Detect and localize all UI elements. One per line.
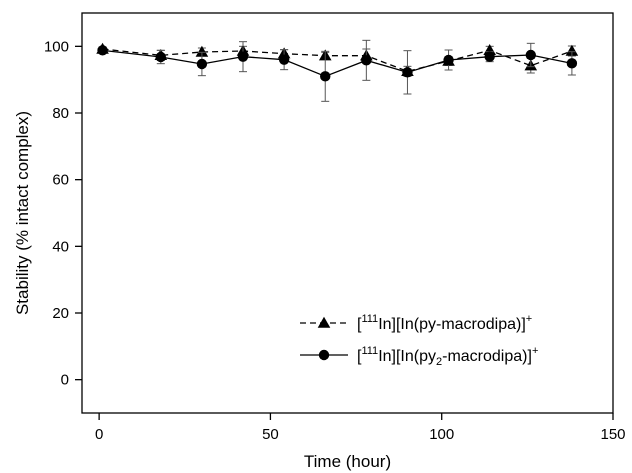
data-point bbox=[97, 45, 108, 56]
data-point bbox=[443, 54, 454, 66]
y-axis-title: Stability (% intact complex) bbox=[13, 111, 32, 315]
data-point bbox=[155, 51, 166, 63]
series-2 bbox=[97, 39, 578, 102]
plot-area bbox=[81, 12, 614, 414]
data-point bbox=[484, 51, 495, 62]
y-tick-label: 60 bbox=[52, 172, 69, 189]
axes: 0 50 100 150 0 20 40 60 80 100 bbox=[44, 38, 626, 443]
data-point bbox=[565, 44, 579, 56]
data-point bbox=[278, 54, 290, 65]
legend-marker bbox=[318, 349, 330, 361]
data-point bbox=[566, 58, 578, 69]
data-point bbox=[196, 58, 208, 70]
x-tick-label: 0 bbox=[95, 426, 103, 443]
legend-marker bbox=[317, 316, 331, 328]
data-point bbox=[483, 44, 496, 56]
y-tick-label: 20 bbox=[52, 305, 69, 322]
y-tick-label: 0 bbox=[61, 372, 69, 389]
data-point bbox=[195, 45, 209, 57]
data-point bbox=[402, 67, 413, 78]
x-tick-label: 100 bbox=[429, 426, 454, 443]
legend-label: [111In][In(py-macrodipa)]+ bbox=[357, 313, 532, 333]
plot-frame bbox=[81, 12, 614, 414]
legend-entry-2: [111In][In(py2-macrodipa)]+ bbox=[300, 345, 538, 368]
series-line bbox=[102, 48, 573, 73]
legend: [111In][In(py-macrodipa)]+ [111In][In(py2… bbox=[300, 313, 538, 368]
legend-label: [111In][In(py2-macrodipa)]+ bbox=[357, 345, 538, 368]
data-point bbox=[525, 49, 536, 61]
x-tick-label: 150 bbox=[600, 426, 625, 443]
series-layer bbox=[96, 39, 579, 102]
legend-entry-1: [111In][In(py-macrodipa)]+ bbox=[300, 313, 532, 333]
y-tick-label: 40 bbox=[52, 238, 69, 255]
data-point bbox=[361, 55, 372, 66]
y-tick-label: 100 bbox=[44, 38, 69, 55]
y-tick-label: 80 bbox=[52, 105, 69, 122]
data-point bbox=[237, 51, 249, 62]
series-line bbox=[102, 49, 573, 78]
x-tick-label: 50 bbox=[262, 426, 279, 443]
data-point bbox=[320, 71, 331, 82]
x-axis-title: Time (hour) bbox=[304, 452, 391, 471]
